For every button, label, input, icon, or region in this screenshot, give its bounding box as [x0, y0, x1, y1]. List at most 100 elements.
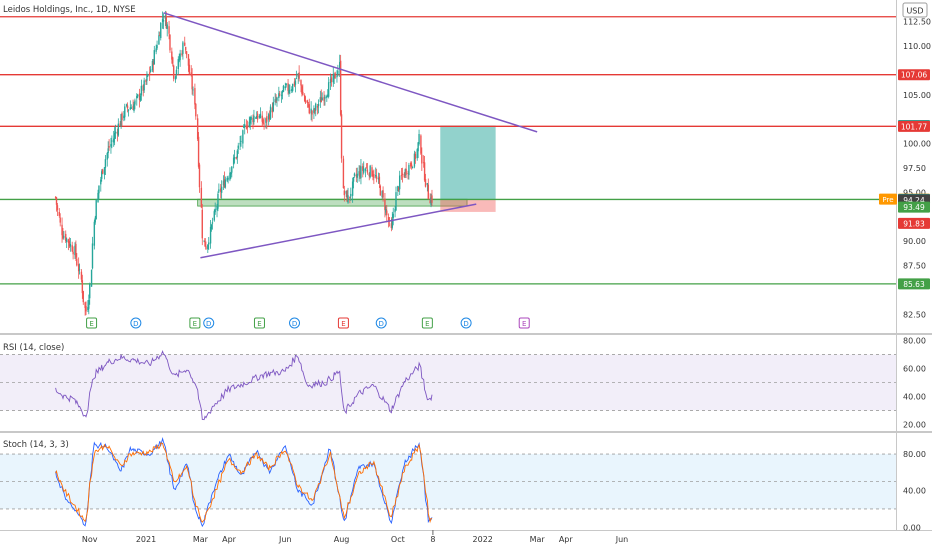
candle-down [188, 64, 191, 74]
candle-up [218, 189, 220, 192]
candle-down [81, 280, 84, 294]
trendline [163, 12, 538, 133]
event-letter: D [133, 320, 138, 328]
candle-up [213, 211, 215, 221]
candle-up [88, 300, 90, 309]
price-tick-label: 82.50 [903, 310, 926, 319]
candle-up [175, 69, 178, 75]
candle-down [398, 187, 400, 190]
candle-up [217, 193, 219, 209]
candle-up [210, 224, 213, 230]
earnings-marker [518, 317, 530, 329]
candle-up [220, 186, 223, 193]
candle-up [345, 191, 347, 194]
candle-down [55, 197, 58, 205]
candle-up [249, 117, 251, 124]
time-tick-label: Aug [334, 535, 350, 544]
currency-badge[interactable]: USD [902, 2, 928, 18]
candle-up [129, 107, 132, 110]
candle-up [385, 209, 387, 213]
candle-up [63, 236, 65, 238]
candle-up [130, 107, 132, 109]
time-tick-label: Jun [278, 535, 292, 544]
candle-up [158, 35, 160, 45]
event-letter: E [193, 320, 197, 328]
candle-down [414, 153, 417, 159]
target-zone [440, 125, 496, 200]
price-label-text: 85.63 [903, 280, 925, 289]
candle-up [243, 126, 245, 128]
candle-down [59, 217, 61, 223]
candle-down [373, 174, 375, 179]
candle-down [293, 81, 296, 86]
candle-up [166, 24, 168, 29]
time-tick-label: Nov [82, 535, 98, 544]
candle-down [410, 164, 413, 167]
candle-up [426, 182, 429, 185]
candle-up [294, 80, 297, 85]
candle-down [187, 54, 190, 66]
price-label-text: 91.83 [903, 219, 925, 228]
candle-up [211, 222, 214, 224]
stoch-title: Stoch (14, 3, 3) [3, 440, 69, 450]
rsi-line-layer [55, 349, 433, 421]
earnings-marker [253, 317, 265, 329]
candle-up [229, 172, 231, 180]
candle-up [139, 95, 142, 101]
candle-down [245, 125, 248, 129]
candle-up [230, 172, 232, 175]
candle-down [119, 123, 121, 126]
candle-up [113, 132, 116, 140]
candle-down [375, 176, 378, 179]
candle-up [233, 157, 236, 160]
candle-down [71, 245, 73, 252]
dividend-marker [289, 317, 301, 329]
rsi-tick-label: 80.00 [903, 337, 926, 346]
candle-down [126, 105, 129, 109]
candle-down [121, 113, 123, 121]
candle-up [333, 73, 335, 77]
rsi-tick-label: 40.00 [903, 392, 926, 401]
candle-up [336, 76, 338, 78]
candle-up [360, 166, 362, 179]
candle-down [334, 72, 336, 79]
candle-up [319, 97, 322, 102]
candle-up [350, 193, 352, 197]
candle-up [227, 177, 229, 180]
candle-down [205, 246, 207, 250]
candle-down [387, 217, 390, 222]
candle-up [239, 143, 241, 145]
candle-up [417, 142, 419, 152]
currency-label: USD [906, 7, 923, 16]
candle-up [124, 106, 126, 118]
candle-down [68, 241, 71, 247]
candle-up [356, 173, 358, 178]
candle-down [190, 72, 192, 75]
candle-up [250, 116, 252, 120]
price-label-text: 101.77 [901, 122, 927, 131]
stoch-k-line [55, 437, 433, 528]
symbol-title: Leidos Holdings, Inc., 1D, NYSE [3, 5, 136, 15]
candle-down [261, 115, 263, 122]
time-tick-label: Oct [391, 535, 405, 544]
candle-up [265, 118, 267, 123]
candle-down [423, 162, 426, 181]
candle-down [307, 102, 310, 104]
candle-up [347, 195, 349, 203]
candle-down [390, 223, 393, 229]
price-tick-label: 95.00 [903, 188, 926, 197]
candle-up [404, 169, 406, 176]
rsi-tick-label: 60.00 [903, 365, 926, 374]
candle-down [184, 42, 186, 46]
rsi-line [55, 349, 433, 421]
price-tick-label: 110.00 [903, 42, 931, 51]
candle-up [259, 113, 262, 118]
candle-up [321, 97, 323, 101]
candle-up [101, 171, 103, 179]
candle-up [418, 134, 420, 145]
candle-down [379, 185, 382, 196]
price-tick-label: 112.50 [903, 18, 931, 27]
candle-up [278, 93, 280, 98]
